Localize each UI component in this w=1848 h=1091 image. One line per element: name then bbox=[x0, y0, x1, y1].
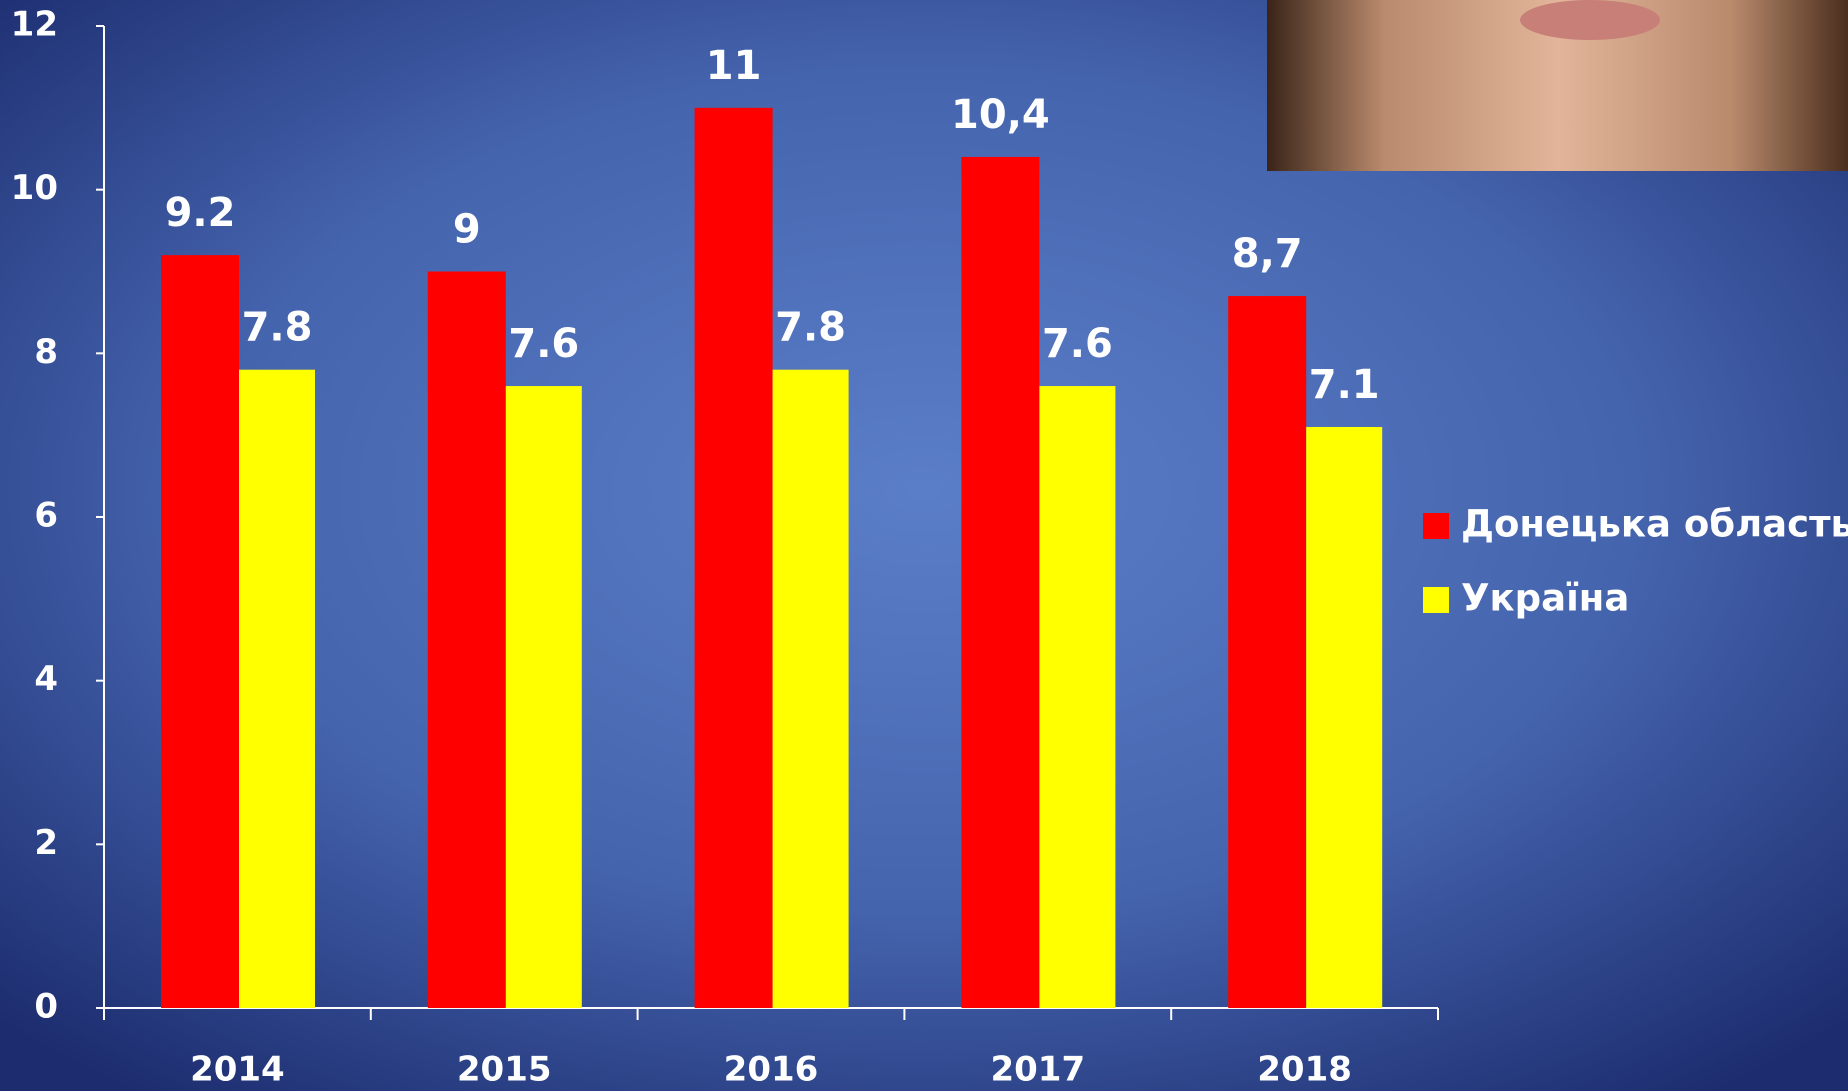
value-label: 9 bbox=[453, 207, 481, 253]
y-tick-label: 8 bbox=[34, 332, 58, 372]
x-tick-label: 2015 bbox=[457, 1050, 552, 1090]
bar bbox=[1228, 296, 1307, 1008]
value-label: 10,4 bbox=[951, 92, 1050, 138]
value-label: 8,7 bbox=[1232, 231, 1303, 277]
y-tick-label: 2 bbox=[34, 823, 58, 863]
value-label: 7.1 bbox=[1309, 362, 1380, 408]
x-tick-label: 2014 bbox=[190, 1050, 285, 1090]
value-label: 7.6 bbox=[508, 321, 579, 367]
value-label: 9.2 bbox=[165, 190, 236, 236]
legend-swatch bbox=[1423, 513, 1449, 539]
value-label: 7.8 bbox=[242, 305, 313, 351]
x-tick-label: 2018 bbox=[1257, 1050, 1352, 1090]
legend-label: Україна bbox=[1461, 577, 1629, 620]
bar bbox=[161, 255, 239, 1009]
photo bbox=[1267, 0, 1848, 171]
bar bbox=[1039, 386, 1116, 1009]
bar bbox=[239, 369, 315, 1008]
bar bbox=[772, 369, 849, 1008]
y-tick-label: 12 bbox=[11, 5, 58, 45]
x-tick-label: 2016 bbox=[724, 1050, 819, 1090]
bar bbox=[961, 156, 1040, 1008]
y-tick-label: 4 bbox=[34, 659, 58, 699]
value-label: 7.8 bbox=[775, 305, 846, 351]
bar bbox=[427, 271, 506, 1008]
y-tick-label: 10 bbox=[11, 168, 58, 208]
bar bbox=[505, 386, 582, 1009]
bar bbox=[694, 107, 773, 1009]
legend-label: Донецька область bbox=[1461, 503, 1848, 546]
legend-swatch bbox=[1423, 587, 1449, 613]
y-tick-label: 0 bbox=[34, 987, 58, 1027]
value-label: 7.6 bbox=[1042, 321, 1113, 367]
y-tick-label: 6 bbox=[34, 496, 58, 536]
value-label: 11 bbox=[706, 43, 762, 89]
bar bbox=[1306, 426, 1383, 1008]
x-tick-label: 2017 bbox=[990, 1050, 1085, 1090]
